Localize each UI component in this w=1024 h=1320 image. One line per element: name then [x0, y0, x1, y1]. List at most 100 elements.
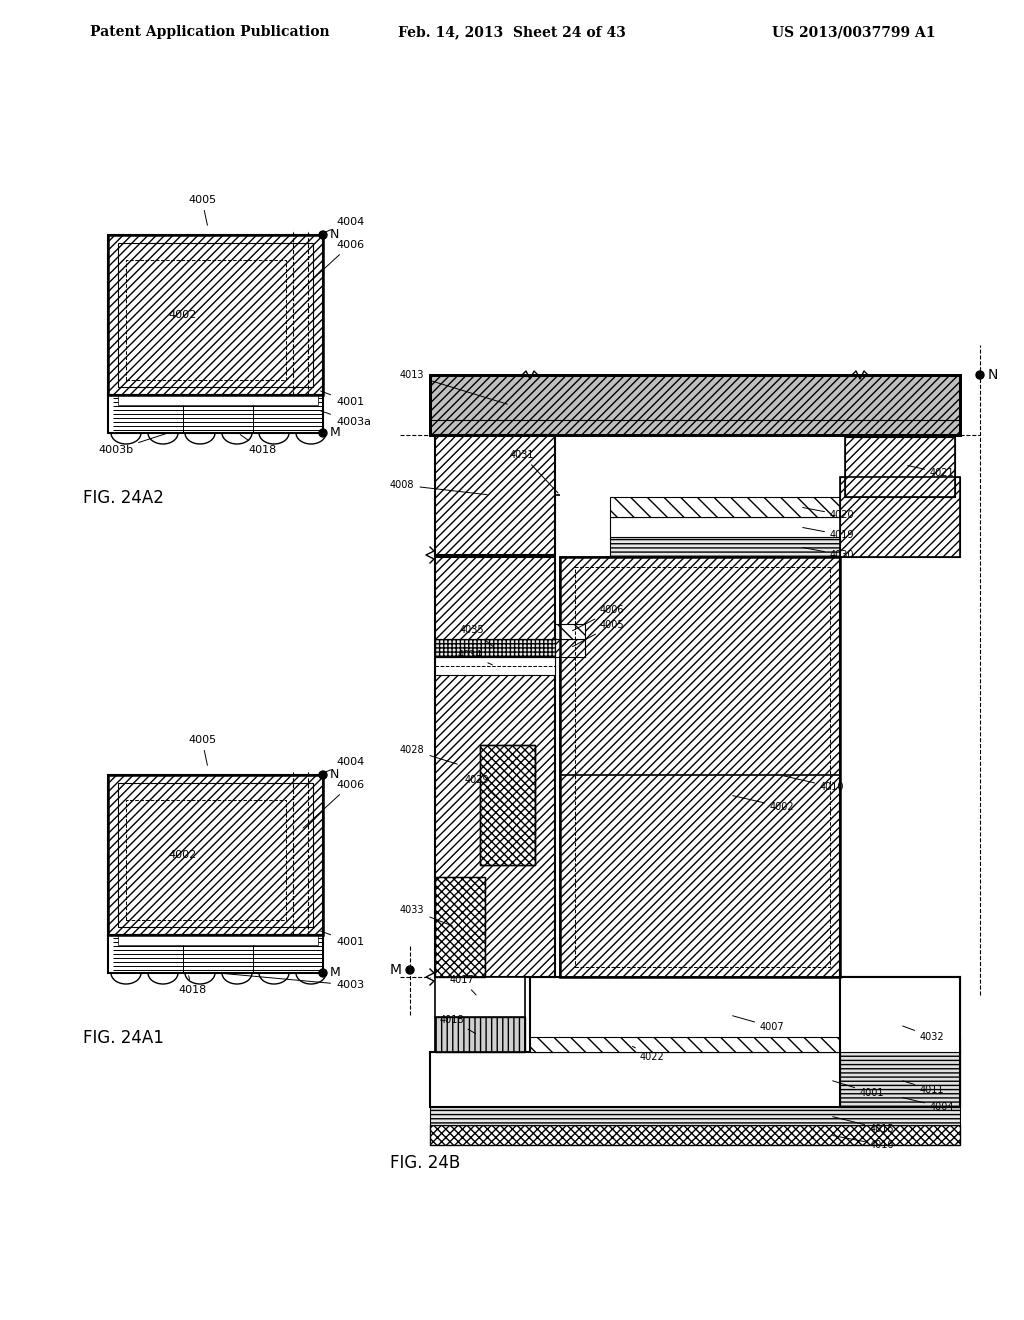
Text: 4035: 4035 [460, 624, 493, 647]
Text: 4019: 4019 [803, 528, 854, 540]
Bar [430, 375, 961, 436]
Bar [435, 657, 555, 675]
Text: 4030: 4030 [803, 548, 854, 560]
Bar [435, 876, 485, 977]
Text: N: N [988, 368, 998, 381]
Text: 4005: 4005 [188, 195, 216, 226]
Bar [435, 639, 555, 657]
Bar [430, 1052, 961, 1107]
Text: 4001: 4001 [833, 1081, 885, 1098]
Text: 4033: 4033 [400, 906, 453, 925]
Bar [610, 537, 840, 557]
Bar [555, 624, 585, 639]
Bar [435, 1016, 525, 1052]
Text: FIG. 24A2: FIG. 24A2 [83, 488, 164, 507]
Text: 4003a: 4003a [321, 411, 371, 426]
Text: 4005: 4005 [188, 735, 216, 766]
Text: 4018: 4018 [178, 975, 206, 995]
Text: 4013: 4013 [400, 370, 507, 404]
Text: 4022: 4022 [633, 1047, 665, 1063]
Bar [108, 395, 323, 433]
Bar [118, 395, 318, 405]
Text: 4020: 4020 [803, 507, 855, 520]
Text: 4015: 4015 [833, 1117, 895, 1134]
Text: 4003b: 4003b [98, 434, 165, 455]
Text: 4001: 4001 [321, 391, 365, 407]
Bar [430, 375, 961, 436]
Text: 4005: 4005 [572, 620, 625, 647]
Text: 4006: 4006 [572, 605, 625, 631]
Bar [430, 1125, 961, 1144]
Text: 4004: 4004 [321, 756, 365, 774]
Bar [575, 568, 830, 968]
Text: 4006: 4006 [303, 240, 365, 288]
Bar [845, 437, 955, 498]
Text: 4002: 4002 [169, 310, 198, 319]
Circle shape [319, 429, 327, 437]
Text: 4002: 4002 [169, 850, 198, 861]
Circle shape [406, 966, 414, 974]
Text: 4018: 4018 [440, 1015, 475, 1034]
Text: M: M [390, 964, 402, 977]
Circle shape [319, 969, 327, 977]
Bar [118, 243, 313, 387]
Text: 4010: 4010 [782, 776, 845, 792]
Text: Patent Application Publication: Patent Application Publication [90, 25, 330, 40]
Bar [126, 260, 286, 380]
Bar [108, 235, 323, 395]
Bar [435, 557, 555, 977]
Text: 4003: 4003 [221, 973, 365, 990]
Text: 4032: 4032 [902, 1026, 944, 1041]
Bar [108, 775, 323, 935]
Bar [555, 639, 585, 657]
Text: 4001: 4001 [321, 931, 365, 946]
Bar [126, 800, 286, 920]
Text: 4018: 4018 [241, 434, 276, 455]
Text: US 2013/0037799 A1: US 2013/0037799 A1 [771, 25, 935, 40]
Bar [480, 744, 535, 865]
Bar [435, 876, 485, 977]
Bar [840, 1052, 961, 1107]
Bar [560, 557, 840, 977]
Bar [530, 1038, 961, 1052]
Text: N: N [330, 228, 339, 242]
Text: 4034: 4034 [458, 649, 493, 665]
Text: M: M [330, 966, 341, 979]
Text: M: M [330, 426, 341, 440]
Bar [435, 1016, 525, 1052]
Text: 4004: 4004 [321, 216, 365, 234]
Bar [435, 639, 555, 657]
Text: 4007: 4007 [732, 1016, 784, 1032]
Bar [610, 498, 840, 517]
Bar [430, 1107, 961, 1125]
Bar [435, 436, 555, 554]
Text: 4016: 4016 [833, 1135, 895, 1150]
Text: FIG. 24A1: FIG. 24A1 [83, 1030, 164, 1047]
Circle shape [319, 231, 327, 239]
Bar [108, 775, 323, 935]
Bar [435, 977, 525, 1016]
Text: FIG. 24B: FIG. 24B [390, 1154, 460, 1172]
Text: N: N [330, 768, 339, 781]
Text: 4006: 4006 [303, 780, 365, 828]
Bar [840, 477, 961, 557]
Bar [108, 235, 323, 395]
Text: 4002: 4002 [733, 796, 795, 812]
Bar [118, 783, 313, 927]
Text: 4008: 4008 [390, 480, 487, 495]
Bar [610, 517, 840, 537]
Text: 4017: 4017 [450, 975, 476, 995]
Bar [118, 935, 318, 945]
Bar [845, 437, 955, 498]
Text: 4031: 4031 [510, 450, 558, 492]
Text: 4028: 4028 [400, 744, 458, 764]
Circle shape [319, 771, 327, 779]
Text: Feb. 14, 2013  Sheet 24 of 43: Feb. 14, 2013 Sheet 24 of 43 [398, 25, 626, 40]
Text: 4004: 4004 [903, 1098, 954, 1111]
Bar [480, 744, 535, 865]
Text: 4029: 4029 [465, 775, 503, 803]
Text: 4021: 4021 [907, 466, 954, 478]
Bar [840, 977, 961, 1107]
Bar [108, 935, 323, 973]
Bar [560, 557, 840, 977]
